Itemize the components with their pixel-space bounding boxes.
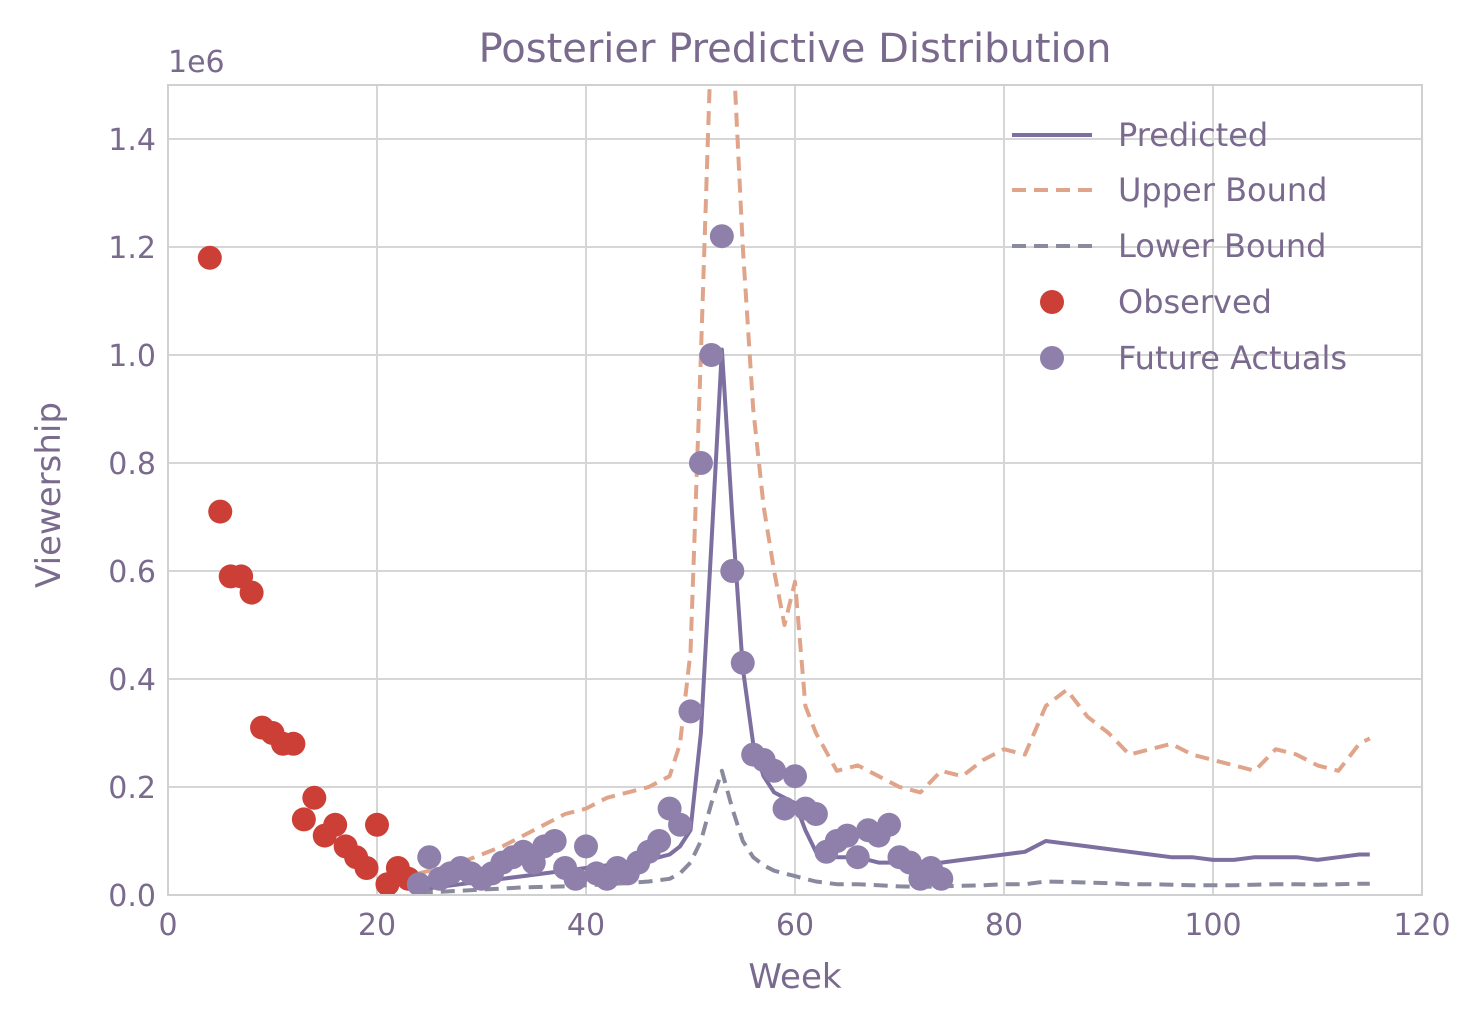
future-actual-point [929, 866, 954, 891]
series-group [197, 85, 1371, 895]
observed-point [197, 245, 222, 270]
tick-labels: 0 20 40 60 80 100 120 0.0 0.2 0.4 0.6 0.8 1.0 1.2 1.4 [108, 123, 1450, 943]
observed-point [302, 785, 327, 810]
legend-label-observed: Observed [1118, 283, 1272, 321]
future-actual-point [783, 764, 807, 789]
observed-point [365, 812, 389, 837]
x-tick-label: 60 [776, 908, 814, 943]
future-actual-point [720, 559, 745, 583]
x-tick-label: 0 [158, 908, 177, 943]
x-tick-label: 20 [358, 908, 396, 943]
future-actual-point [762, 758, 787, 783]
future-actual-point [772, 796, 797, 821]
y-tick-label: 0.0 [108, 879, 156, 914]
y-offset-text: 1e6 [168, 45, 225, 80]
y-tick-label: 0.8 [108, 447, 156, 482]
future-actual-point [688, 451, 713, 475]
legend-label-lower-bound: Lower Bound [1118, 227, 1326, 265]
legend: Predicted Upper Bound Lower Bound Observed F… [1012, 116, 1347, 377]
grid [167, 85, 1423, 896]
legend-label-upper-bound: Upper Bound [1118, 171, 1327, 209]
future-actual-point [542, 829, 567, 853]
observed-point [281, 731, 306, 756]
future-actual-point [803, 802, 828, 826]
future-actual-point [678, 699, 703, 724]
future-actual-point [877, 812, 902, 837]
future-actual-point [406, 872, 431, 895]
future-actual-point [563, 866, 588, 891]
observed-point [291, 807, 316, 832]
future-actual-point [730, 650, 755, 675]
y-tick-label: 0.6 [108, 555, 156, 590]
x-tick-label: 120 [1393, 908, 1450, 943]
y-tick-label: 0.4 [108, 663, 156, 698]
x-axis-label: Week [748, 957, 841, 997]
chart-title: Posterier Predictive Distribution [479, 26, 1112, 72]
observed-point [354, 856, 379, 880]
plot-frame [167, 84, 1423, 896]
y-tick-label: 1.4 [108, 123, 156, 158]
future-actual-point [709, 224, 734, 249]
legend-marker-observed [1040, 290, 1064, 314]
future-actual-point [647, 829, 672, 853]
plot-area [197, 85, 1371, 895]
future-actual-point [845, 845, 870, 870]
legend-label-future-actuals: Future Actuals [1118, 339, 1347, 377]
future-actual-point [668, 812, 693, 837]
y-axis-label: Viewership [29, 402, 69, 588]
legend-label-predicted: Predicted [1118, 116, 1268, 154]
future-actual-point [699, 343, 724, 367]
observed-point [208, 499, 233, 524]
future-actual-point [574, 834, 598, 859]
future-actual-point [835, 823, 860, 848]
y-tick-label: 0.2 [108, 771, 156, 806]
y-tick-label: 1.2 [108, 231, 156, 266]
series-line-predicted [418, 347, 1370, 892]
x-tick-label: 80 [985, 908, 1023, 943]
observed-point [323, 812, 348, 837]
future-actual-point [417, 845, 442, 870]
y-tick-label: 1.0 [108, 339, 156, 374]
x-tick-label: 40 [567, 908, 605, 943]
x-tick-label: 100 [1184, 908, 1241, 943]
legend-marker-future-actuals [1040, 346, 1064, 370]
series-line-upper-bound [418, 85, 1371, 876]
observed-point [239, 580, 264, 605]
